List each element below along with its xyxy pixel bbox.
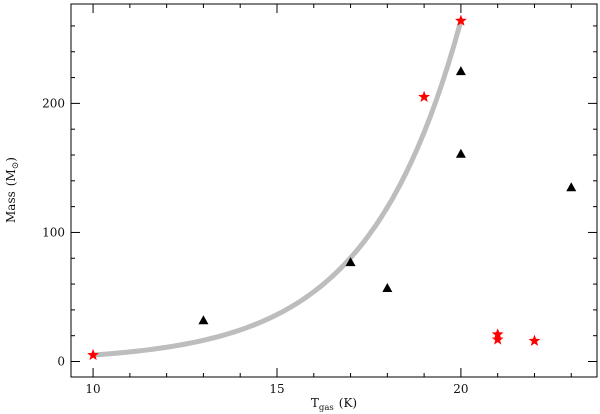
star-marker <box>418 90 431 102</box>
y-tick-label: 200 <box>42 96 65 110</box>
triangle-marker <box>198 315 209 325</box>
data-points <box>87 14 577 361</box>
star-marker <box>528 334 541 346</box>
triangle-marker <box>455 148 466 158</box>
axis-ticks <box>71 4 597 377</box>
triangle-marker <box>566 182 577 192</box>
star-marker <box>87 348 99 361</box>
y-tick-label: 100 <box>42 225 65 239</box>
x-axis-title: Tgas (K) <box>311 396 357 413</box>
y-tick-label: 0 <box>57 355 65 369</box>
triangle-marker <box>455 66 466 76</box>
fit-curve-layer <box>90 18 464 358</box>
triangle-marker <box>345 257 356 267</box>
triangle-marker <box>382 282 393 292</box>
plot-frame <box>70 3 598 378</box>
x-tick-label: 15 <box>269 382 284 396</box>
y-axis-title: Mass(M⊙) <box>4 157 21 223</box>
x-tick-label: 20 <box>453 382 468 396</box>
star-marker <box>491 333 504 345</box>
star-marker <box>455 14 467 26</box>
x-tick-label: 10 <box>85 382 100 396</box>
fit-curve <box>90 18 464 358</box>
